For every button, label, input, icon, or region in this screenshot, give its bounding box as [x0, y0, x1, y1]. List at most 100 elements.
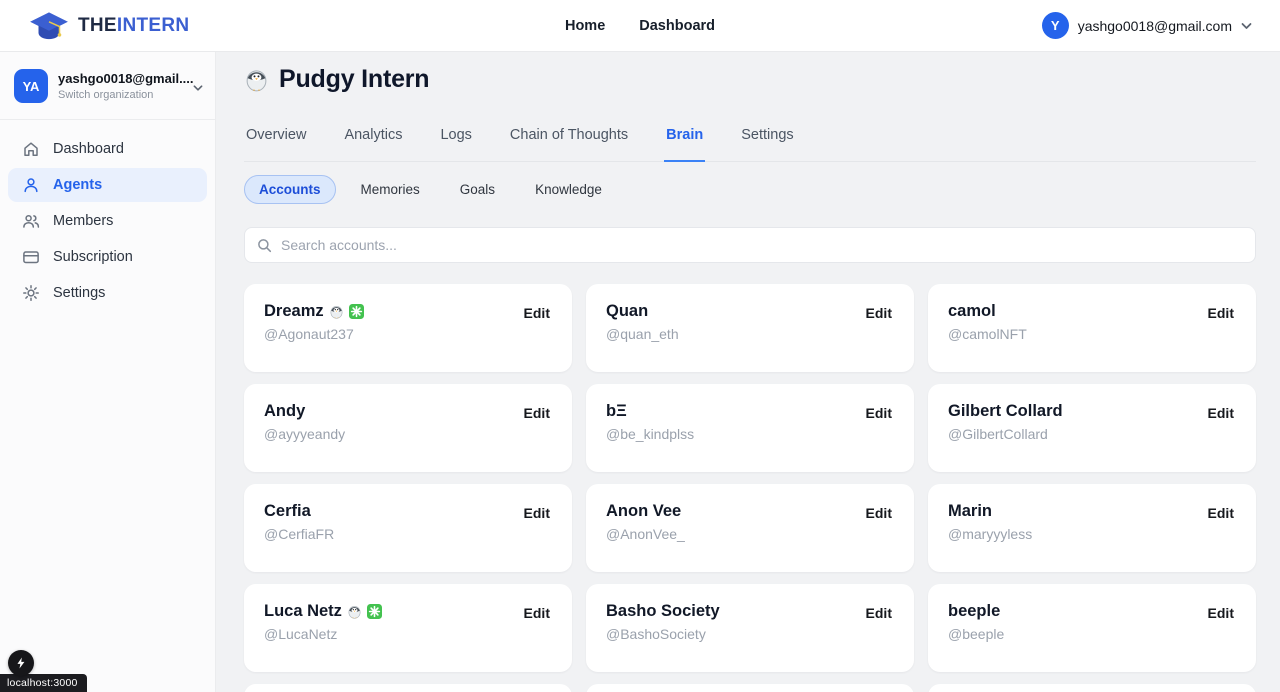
account-info: bΞ @be_kindplss	[606, 402, 694, 442]
users-icon	[22, 212, 40, 230]
brand-logo[interactable]: TheIntern	[28, 10, 189, 42]
sidebar-item-members[interactable]: Members	[8, 204, 207, 238]
search-input[interactable]	[281, 237, 1243, 253]
sidebar-item-dashboard[interactable]: Dashboard	[8, 132, 207, 166]
account-card: camol @camolNFT Edit	[928, 284, 1256, 372]
account-info: Quan @quan_eth	[606, 302, 679, 342]
account-info: beeple @beeple	[948, 602, 1004, 642]
subtab-goals[interactable]: Goals	[445, 175, 510, 204]
account-handle: @ayyyeandy	[264, 426, 346, 442]
brand-name: TheIntern	[78, 15, 189, 37]
account-handle: @LucaNetz	[264, 626, 338, 642]
edit-button[interactable]: Edit	[522, 402, 552, 424]
tab-chain-of-thoughts[interactable]: Chain of Thoughts	[508, 127, 630, 162]
account-name: Marin	[948, 502, 993, 520]
home-icon	[22, 140, 40, 158]
account-name: Andy	[264, 402, 306, 420]
green-sparkle-emoji	[348, 304, 364, 319]
dev-server-url: localhost:3000	[0, 674, 87, 692]
edit-button[interactable]: Edit	[522, 602, 552, 624]
subtab-accounts[interactable]: Accounts	[244, 175, 336, 204]
account-handle: @quan_eth	[606, 326, 679, 342]
tab-logs[interactable]: Logs	[438, 127, 473, 162]
brand-name-part1: The	[78, 14, 117, 36]
account-name: Gilbert Collard	[948, 402, 1063, 420]
account-info: camol @camolNFT	[948, 302, 1027, 342]
account-handle: @AnonVee_	[606, 526, 685, 542]
edit-button[interactable]: Edit	[522, 302, 552, 324]
tab-settings[interactable]: Settings	[739, 127, 795, 162]
topnav-links: Home Dashboard	[565, 18, 715, 34]
chevron-down-icon	[1241, 22, 1252, 29]
subtab-memories[interactable]: Memories	[346, 175, 435, 204]
account-name: camol	[948, 302, 996, 320]
org-name: yashgo0018@gmail....	[58, 71, 194, 86]
account-info: Andy @ayyyeandy	[264, 402, 345, 442]
edit-button[interactable]: Edit	[864, 602, 894, 624]
gear-icon	[22, 284, 40, 302]
account-handle: @CerfiaFR	[264, 526, 335, 542]
edit-button[interactable]: Edit	[1206, 502, 1236, 524]
nav-link-home[interactable]: Home	[564, 17, 606, 34]
accounts-grid: Dreamz @Agonaut237 Edit Quan @quan_eth E…	[244, 284, 1256, 672]
tab-bar: Overview Analytics Logs Chain of Thoughts Br…	[244, 127, 1256, 162]
penguin-emoji	[329, 304, 344, 319]
edit-button[interactable]: Edit	[864, 502, 894, 524]
tab-overview[interactable]: Overview	[244, 127, 308, 162]
brand-name-part2: Intern	[116, 14, 190, 36]
edit-button[interactable]: Edit	[522, 502, 552, 524]
account-name: beeple	[948, 602, 1001, 620]
account-info: Dreamz @Agonaut237	[264, 302, 364, 342]
sidebar-nav: Dashboard Agents Members Subscription Se…	[0, 120, 215, 322]
account-card-partial	[928, 684, 1256, 692]
dev-tools-button[interactable]	[8, 650, 34, 676]
sidebar-item-label: Agents	[53, 177, 103, 193]
penguin-emoji	[244, 67, 269, 92]
user-email: yashgo0018@gmail.com	[1077, 17, 1232, 34]
lightning-bolt-icon	[17, 657, 25, 669]
subtab-knowledge[interactable]: Knowledge	[520, 175, 617, 204]
org-text: yashgo0018@gmail.... Switch organization	[58, 71, 194, 101]
accounts-grid-partial	[244, 684, 1256, 692]
account-info: Basho Society @BashoSociety	[606, 602, 720, 642]
edit-button[interactable]: Edit	[864, 402, 894, 424]
green-sparkle-emoji	[366, 604, 382, 619]
sidebar-item-settings[interactable]: Settings	[8, 276, 207, 310]
account-name: Basho Society	[606, 602, 720, 620]
account-info: Marin @maryyyless	[948, 502, 1032, 542]
account-name: Luca Netz	[264, 602, 342, 620]
tab-brain[interactable]: Brain	[664, 127, 706, 162]
edit-button[interactable]: Edit	[1206, 602, 1236, 624]
edit-button[interactable]: Edit	[864, 302, 894, 324]
account-card-partial	[244, 684, 572, 692]
account-handle: @Agonaut237	[264, 326, 354, 342]
account-card: Dreamz @Agonaut237 Edit	[244, 284, 572, 372]
sidebar-item-label: Members	[53, 213, 114, 229]
account-card: Anon Vee @AnonVee_ Edit	[586, 484, 914, 572]
sidebar-item-agents[interactable]: Agents	[8, 168, 207, 202]
account-card: Cerfia @CerfiaFR Edit	[244, 484, 572, 572]
account-card: Gilbert Collard @GilbertCollard Edit	[928, 384, 1256, 472]
user-menu[interactable]: Y yashgo0018@gmail.com	[1041, 12, 1252, 39]
graduation-cap-icon	[29, 11, 69, 40]
account-card: bΞ @be_kindplss Edit	[586, 384, 914, 472]
sidebar: YA yashgo0018@gmail.... Switch organizat…	[0, 52, 216, 692]
credit-card-icon	[22, 248, 40, 266]
user-avatar: Y	[1041, 12, 1069, 39]
sidebar-item-label: Dashboard	[53, 141, 124, 157]
chevron-down-icon	[193, 85, 203, 91]
search-icon	[258, 238, 272, 252]
account-handle: @be_kindplss	[606, 426, 695, 442]
org-avatar: YA	[14, 69, 48, 103]
tab-analytics[interactable]: Analytics	[342, 127, 404, 162]
account-handle: @BashoSociety	[606, 626, 706, 642]
account-handle: @maryyyless	[948, 526, 1033, 542]
sidebar-item-subscription[interactable]: Subscription	[8, 240, 207, 274]
account-info: Luca Netz @LucaNetz	[264, 602, 382, 642]
account-name: Cerfia	[264, 502, 311, 520]
edit-button[interactable]: Edit	[1206, 402, 1236, 424]
account-card: Quan @quan_eth Edit	[586, 284, 914, 372]
nav-link-dashboard[interactable]: Dashboard	[639, 17, 716, 34]
edit-button[interactable]: Edit	[1206, 302, 1236, 324]
org-switcher[interactable]: YA yashgo0018@gmail.... Switch organizat…	[0, 52, 215, 120]
